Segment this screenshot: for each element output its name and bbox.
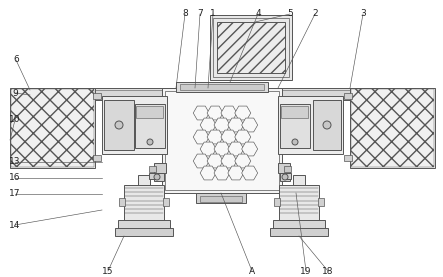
- Polygon shape: [200, 118, 216, 132]
- Bar: [30, 88, 415, 100]
- Bar: [180, 84, 264, 90]
- Bar: [118, 220, 170, 230]
- Text: 15: 15: [102, 266, 114, 276]
- Bar: [104, 100, 134, 150]
- Bar: [284, 166, 291, 172]
- Text: 5: 5: [287, 9, 293, 19]
- Bar: [136, 106, 163, 118]
- Polygon shape: [235, 130, 251, 144]
- Bar: [149, 173, 157, 179]
- Bar: [217, 22, 285, 73]
- Circle shape: [154, 174, 160, 180]
- Bar: [124, 185, 164, 220]
- Polygon shape: [207, 130, 223, 144]
- Bar: [115, 228, 173, 236]
- Bar: [280, 104, 310, 148]
- Bar: [344, 93, 352, 99]
- Bar: [154, 163, 166, 173]
- Polygon shape: [235, 154, 251, 168]
- Bar: [210, 15, 292, 80]
- Polygon shape: [214, 166, 230, 180]
- Bar: [278, 96, 343, 154]
- Bar: [270, 228, 328, 236]
- Text: 3: 3: [360, 9, 366, 19]
- Text: 9: 9: [12, 88, 18, 98]
- Polygon shape: [221, 106, 237, 120]
- Bar: [196, 193, 246, 203]
- Circle shape: [115, 121, 123, 129]
- Bar: [313, 100, 341, 150]
- Bar: [93, 93, 101, 99]
- Text: 16: 16: [9, 173, 21, 183]
- Bar: [281, 106, 308, 118]
- Bar: [350, 88, 435, 168]
- Bar: [135, 104, 165, 148]
- Bar: [278, 163, 290, 173]
- Polygon shape: [242, 118, 258, 132]
- Bar: [274, 198, 280, 206]
- Text: 10: 10: [9, 116, 21, 124]
- Polygon shape: [235, 106, 251, 120]
- Bar: [154, 173, 164, 181]
- Polygon shape: [221, 130, 237, 144]
- Bar: [176, 82, 268, 92]
- Polygon shape: [193, 154, 209, 168]
- Text: 14: 14: [9, 220, 21, 230]
- Text: 19: 19: [300, 266, 312, 276]
- Text: A: A: [249, 266, 255, 276]
- Bar: [200, 196, 242, 202]
- Text: 8: 8: [182, 9, 188, 19]
- Bar: [165, 91, 279, 190]
- Polygon shape: [200, 166, 216, 180]
- Text: 17: 17: [9, 189, 21, 199]
- Text: 2: 2: [312, 9, 318, 19]
- Bar: [344, 155, 352, 161]
- Polygon shape: [207, 154, 223, 168]
- Polygon shape: [242, 166, 258, 180]
- Polygon shape: [207, 106, 223, 120]
- Text: 7: 7: [197, 9, 203, 19]
- Bar: [138, 175, 150, 220]
- Bar: [280, 173, 290, 181]
- Polygon shape: [228, 166, 244, 180]
- Polygon shape: [200, 142, 216, 156]
- Polygon shape: [214, 142, 230, 156]
- Bar: [93, 155, 101, 161]
- Polygon shape: [242, 142, 258, 156]
- Polygon shape: [193, 130, 209, 144]
- Text: 18: 18: [322, 266, 334, 276]
- Bar: [149, 166, 156, 172]
- Bar: [119, 198, 125, 206]
- Polygon shape: [193, 106, 209, 120]
- Polygon shape: [221, 154, 237, 168]
- Bar: [162, 88, 282, 193]
- Bar: [293, 175, 305, 220]
- Bar: [283, 173, 291, 179]
- Bar: [351, 89, 434, 167]
- Polygon shape: [228, 118, 244, 132]
- Circle shape: [292, 139, 298, 145]
- Bar: [279, 185, 319, 220]
- Text: 6: 6: [13, 55, 19, 65]
- Text: 1: 1: [210, 9, 216, 19]
- Polygon shape: [214, 118, 230, 132]
- Text: 13: 13: [9, 158, 21, 166]
- Bar: [11, 89, 94, 167]
- Bar: [273, 220, 325, 230]
- Bar: [102, 96, 167, 154]
- Circle shape: [147, 139, 153, 145]
- Text: 4: 4: [255, 9, 261, 19]
- Polygon shape: [228, 142, 244, 156]
- Bar: [30, 90, 415, 98]
- Bar: [163, 198, 169, 206]
- Circle shape: [282, 174, 288, 180]
- Bar: [318, 198, 324, 206]
- Circle shape: [323, 121, 331, 129]
- Bar: [213, 18, 289, 77]
- Bar: [10, 88, 95, 168]
